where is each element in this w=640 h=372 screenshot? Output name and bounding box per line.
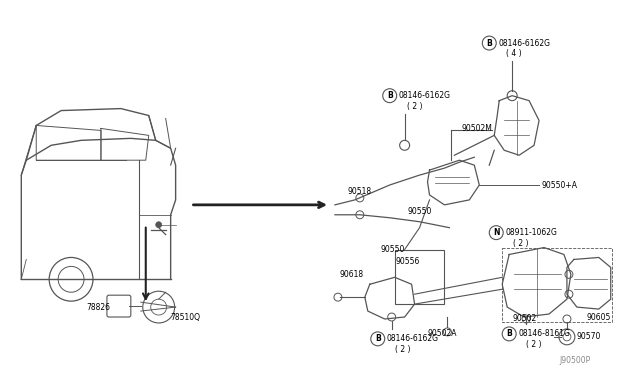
Text: J90500P: J90500P [559,356,590,365]
Bar [395,250,444,304]
Text: 90502: 90502 [512,314,536,324]
Text: B: B [486,39,492,48]
Text: ( 2 ): ( 2 ) [406,102,422,111]
Circle shape [156,222,162,228]
Text: ( 2 ): ( 2 ) [395,345,410,354]
Text: 90605: 90605 [587,312,611,321]
Text: 08146-6162G: 08146-6162G [399,91,451,100]
Text: B: B [375,334,381,343]
Text: 78826: 78826 [86,302,110,312]
Text: 08911-1062G: 08911-1062G [505,228,557,237]
Text: 90550: 90550 [381,245,405,254]
Text: 90556: 90556 [396,257,420,266]
Text: ( 2 ): ( 2 ) [526,340,541,349]
Text: B: B [387,91,392,100]
Text: 90550+A: 90550+A [541,180,577,189]
Text: 90570: 90570 [577,332,601,341]
Text: 90502M: 90502M [461,124,492,133]
Text: ( 4 ): ( 4 ) [506,49,522,58]
Text: B: B [506,329,512,339]
Text: ( 2 ): ( 2 ) [513,239,529,248]
Text: 90618: 90618 [340,270,364,279]
Text: 08146-8161G: 08146-8161G [518,329,570,339]
Bar [502,247,612,322]
Text: 78510Q: 78510Q [171,312,201,321]
Text: N: N [493,228,499,237]
Text: 90518: 90518 [348,187,372,196]
Text: 90502A: 90502A [428,329,457,339]
Text: 08146-6162G: 08146-6162G [387,334,438,343]
Text: 08146-6162G: 08146-6162G [498,39,550,48]
Text: 90550: 90550 [408,207,432,216]
